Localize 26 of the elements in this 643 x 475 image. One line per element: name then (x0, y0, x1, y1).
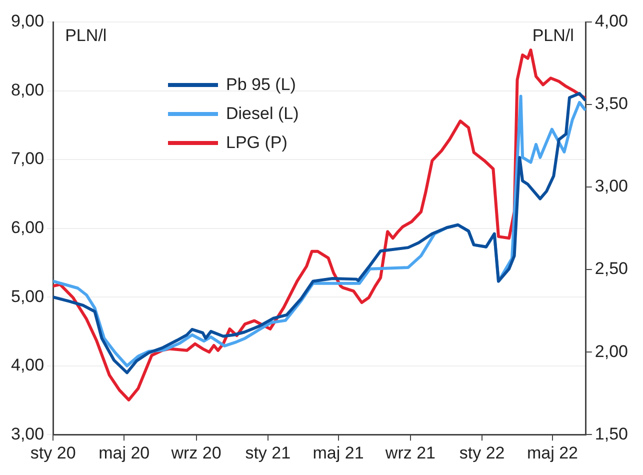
y2-tick-label: 3,00 (594, 176, 628, 196)
y-axis-title: PLN/l (65, 26, 107, 46)
y-tick-label: 6,00 (10, 218, 44, 237)
y2-axis-title: PLN/l (532, 26, 574, 46)
y-tick-label: 9,00 (10, 12, 44, 31)
x-tick-label: maj 21 (312, 443, 364, 462)
y2-tick-label: 4,00 (594, 12, 628, 31)
legend-label: Pb 95 (L) (226, 74, 296, 94)
y-tick-label: 3,00 (10, 424, 44, 444)
x-tick-label: sty 20 (30, 443, 76, 462)
x-tick-label: sty 22 (459, 443, 505, 462)
x-tick-label: maj 22 (526, 443, 578, 462)
y2-tick-label: 2,00 (594, 342, 628, 361)
y-tick-label: 8,00 (10, 80, 44, 100)
y2-tick-label: 2,50 (594, 259, 628, 278)
x-tick-label: wrz 20 (170, 443, 222, 462)
y2-tick-label: 3,50 (594, 94, 628, 114)
y-tick-label: 7,00 (10, 149, 44, 168)
x-tick-label: sty 21 (245, 443, 291, 462)
legend-label: Diesel (L) (226, 104, 299, 124)
legend-label: LPG (P) (226, 132, 288, 152)
y-tick-label: 4,00 (10, 356, 44, 375)
x-tick-label: maj 20 (98, 443, 150, 462)
y-tick-label: 5,00 (10, 286, 44, 306)
y2-tick-label: 1,50 (594, 424, 628, 444)
x-tick-label: wrz 21 (384, 443, 436, 462)
